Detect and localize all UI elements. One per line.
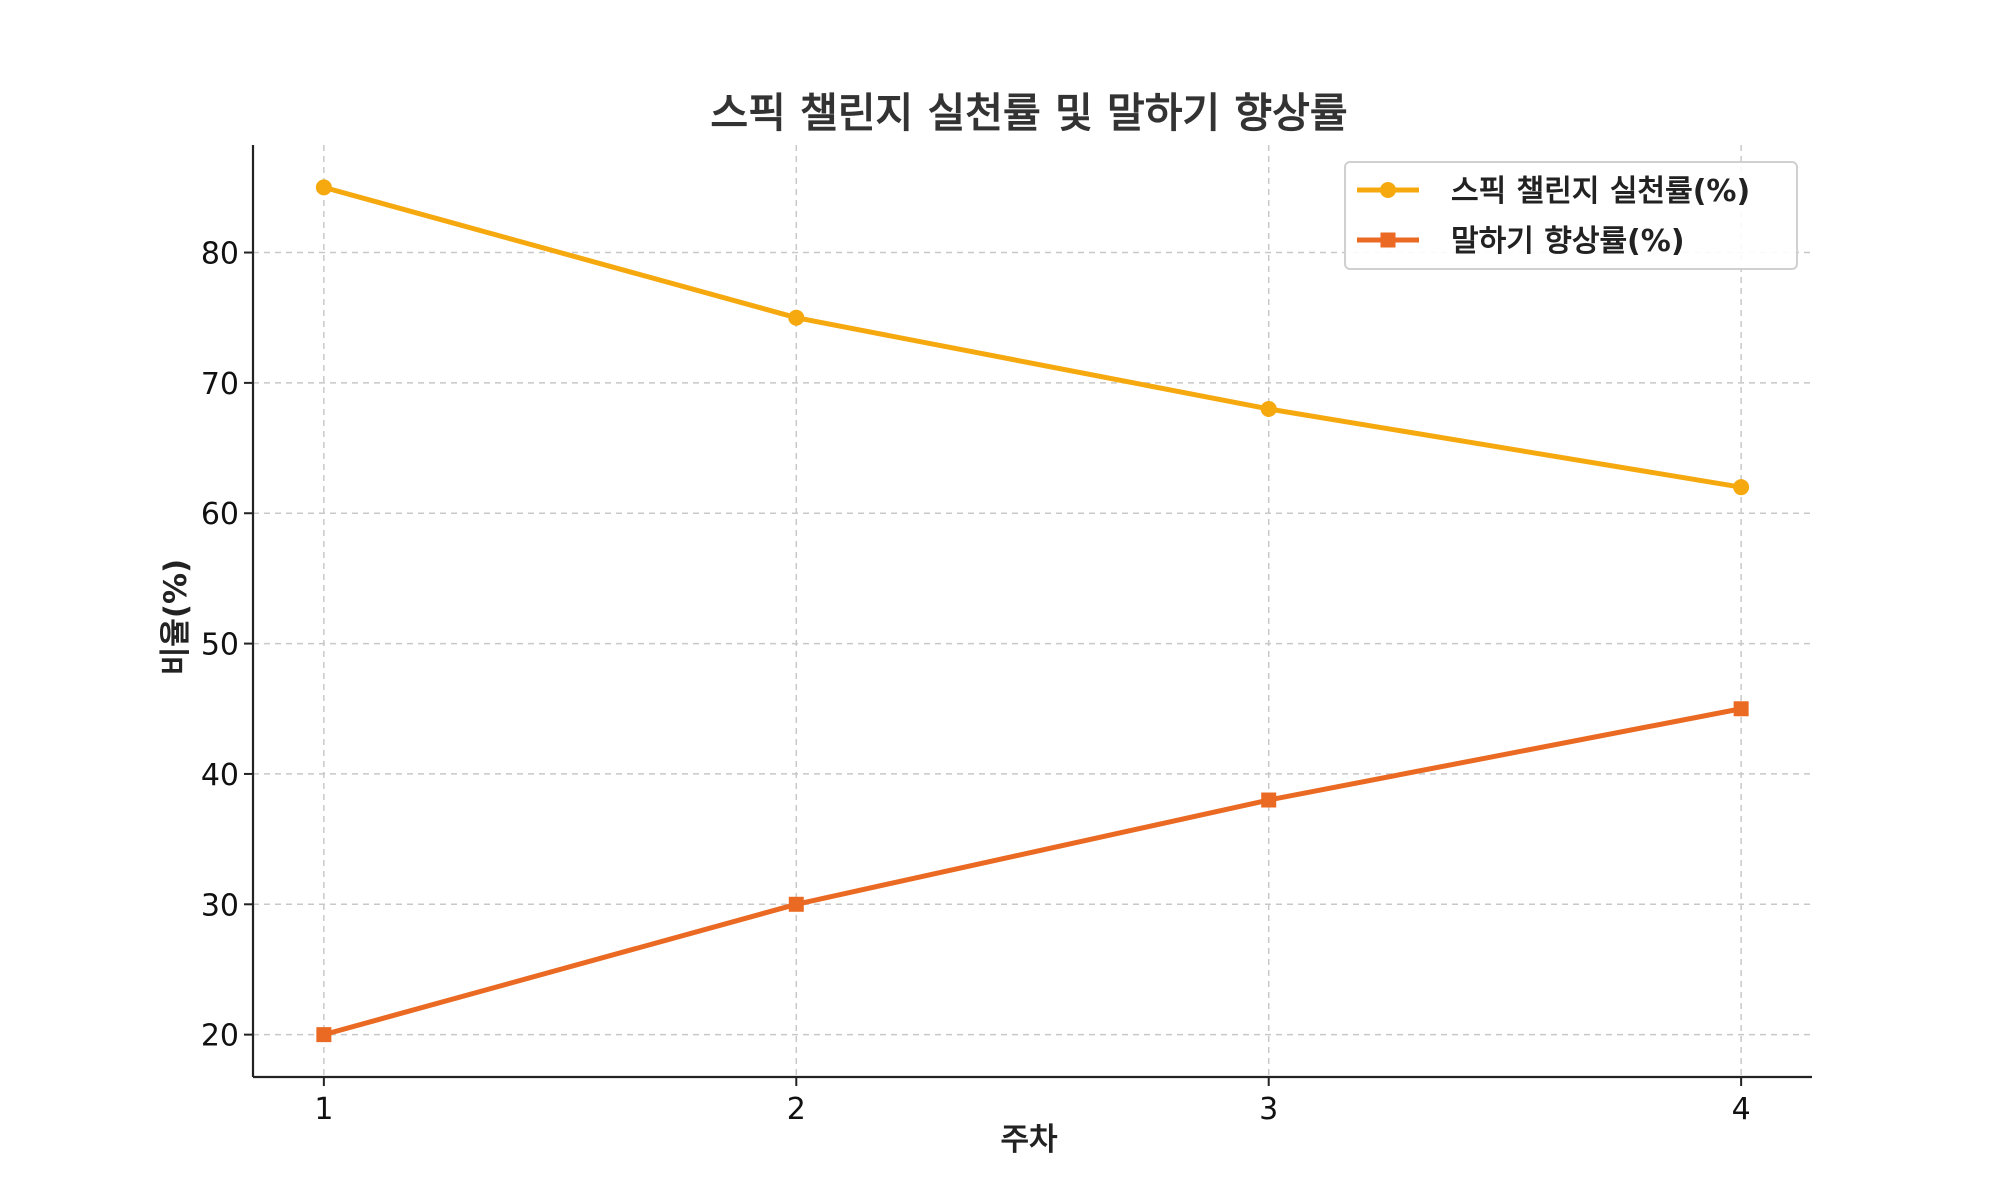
legend-label: 스픽 챌린지 실천률(%) [1451,174,1750,209]
data-point [316,1027,332,1043]
data-point [788,309,805,326]
series-line [321,706,1744,1038]
x-tick-label: 3 [1259,1092,1278,1127]
data-point [1733,701,1749,717]
series-layer [315,179,1750,1043]
series-2 [316,701,1749,1043]
legend-item: 스픽 챌린지 실천률(%) [1357,174,1750,209]
chart-title: 스픽 챌린지 실천률 및 말하기 향상률 [710,89,1347,137]
legend-label: 말하기 향상률(%) [1451,224,1685,259]
grid-lines [253,145,1812,1077]
data-point [1261,792,1277,808]
data-point [315,179,332,196]
y-tick-label: 20 [201,1019,239,1054]
x-axis-label: 주차 [1000,1122,1058,1158]
y-tick-label: 50 [201,628,239,663]
y-tick-label: 30 [201,888,239,923]
legend-box [1344,161,1798,270]
x-tick-label: 4 [1732,1092,1751,1127]
series-1 [315,179,1750,496]
x-tick-label: 1 [314,1092,333,1127]
legend-marker [1380,232,1396,248]
data-point [788,896,804,912]
data-point [1733,479,1750,496]
y-tick-label: 70 [201,367,239,402]
tick-labels: 1 2 3 4 20 30 40 50 60 70 80 [201,237,1751,1127]
axes [251,145,1812,1079]
y-axis-label: 비율(%) [158,559,194,675]
legend: 스픽 챌린지 실천률(%) 말하기 향상률(%) [1344,161,1798,270]
legend-marker [1380,182,1396,198]
x-tick-label: 2 [787,1092,806,1127]
data-point [1260,400,1277,417]
series-line [321,184,1744,490]
y-tick-label: 40 [201,758,239,793]
y-tick-label: 60 [201,497,239,532]
legend-item: 말하기 향상률(%) [1357,224,1685,259]
y-tick-label: 80 [201,237,239,272]
